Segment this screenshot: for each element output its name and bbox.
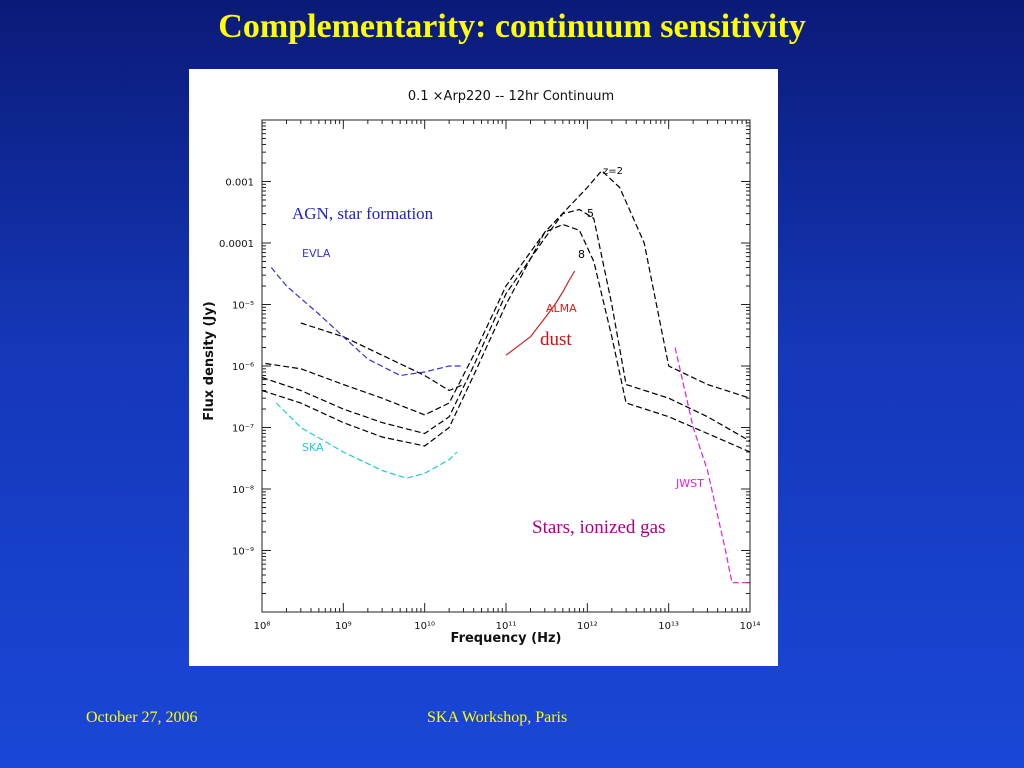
- x-axis-label: Frequency (Hz): [451, 631, 562, 646]
- dust-annotation: dust: [540, 329, 572, 350]
- series-line-8: [261, 223, 751, 453]
- x-tick-label: 10¹¹: [496, 621, 517, 632]
- x-tick-label: 10¹²: [577, 621, 598, 632]
- series-line-ska: [275, 402, 458, 479]
- y-tick-label: 10⁻⁷: [232, 424, 254, 435]
- y-tick-label: 10⁻⁵: [232, 301, 254, 312]
- jwst-label: JWST: [675, 477, 704, 490]
- x-tick-label: 10¹⁰: [414, 621, 435, 632]
- y-tick-label: 10⁻⁹: [232, 547, 254, 558]
- ska-label: SKA: [302, 441, 324, 454]
- x-tick-label: 10⁹: [335, 621, 352, 632]
- evla-label: EVLA: [302, 247, 331, 260]
- plot-frame: [261, 119, 751, 613]
- series-line-5: [261, 208, 751, 442]
- agn-annotation: AGN, star formation: [292, 204, 434, 223]
- y-tick-label: 0.001: [225, 178, 254, 189]
- footer-event: SKA Workshop, Paris: [427, 709, 568, 726]
- chart-figure: 0.1 ×Arp220 -- 12hr Continuum Frequency …: [189, 69, 778, 666]
- chart-title: 0.1 ×Arp220 -- 12hr Continuum: [408, 89, 614, 104]
- x-tick-label: 10¹⁴: [740, 621, 761, 632]
- x-tick-label: 10¹³: [658, 621, 679, 632]
- z5-label: 5: [587, 207, 594, 220]
- slide-title: Complementarity: continuum sensitivity: [218, 8, 806, 45]
- y-axis-label: Flux density (Jy): [202, 301, 217, 420]
- series-line-evla: [270, 267, 464, 377]
- chart-svg: 0.1 ×Arp220 -- 12hr Continuum Frequency …: [202, 89, 761, 646]
- x-tick-label: 10⁸: [254, 621, 271, 632]
- series-line-jwst: [674, 347, 750, 584]
- y-tick-label: 10⁻⁶: [232, 362, 254, 373]
- footer-date: October 27, 2006: [86, 709, 198, 726]
- alma-label: ALMA: [546, 302, 577, 315]
- z2-label: z=2: [603, 166, 623, 177]
- y-tick-label: 10⁻⁸: [232, 485, 254, 496]
- stars-annotation: Stars, ionized gas: [532, 517, 666, 538]
- z8-label: 8: [578, 248, 585, 261]
- y-tick-label: 0.0001: [219, 239, 254, 250]
- series-line-synchrotron: [300, 322, 464, 392]
- series-line-alma: [505, 270, 576, 356]
- series-line-z-2: [265, 170, 751, 416]
